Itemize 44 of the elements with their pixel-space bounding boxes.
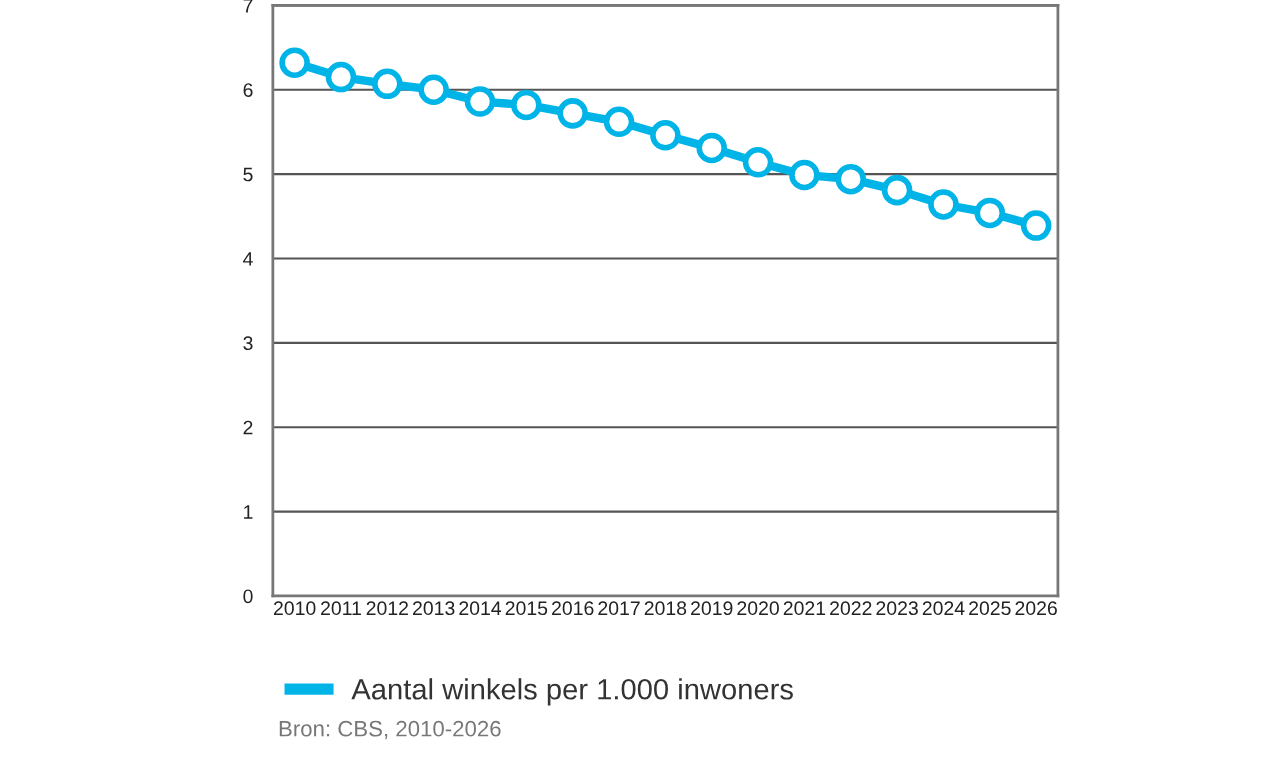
x-tick-label: 2017 bbox=[598, 601, 640, 616]
x-tick-label: 2016 bbox=[552, 601, 594, 616]
point bbox=[603, 106, 635, 138]
point bbox=[974, 197, 1006, 229]
x-tick-label: 2012 bbox=[366, 601, 408, 616]
x-tick-label: 2010 bbox=[273, 601, 316, 616]
x-tick-label: 2025 bbox=[969, 601, 1011, 616]
x-tick-label: 2024 bbox=[922, 601, 965, 616]
x-tick-label: 2018 bbox=[644, 601, 687, 616]
y-tick-label: 5 bbox=[243, 167, 253, 182]
point bbox=[325, 61, 357, 93]
x-tick-label: 2022 bbox=[830, 601, 872, 616]
point bbox=[835, 163, 867, 195]
x-tick-label: 2026 bbox=[1015, 601, 1057, 616]
x-tick-label: 2011 bbox=[321, 601, 361, 616]
point bbox=[881, 174, 913, 206]
y-tick-label: 2 bbox=[243, 420, 253, 435]
x-tick-label: 2019 bbox=[691, 601, 733, 616]
x-tick-label: 2013 bbox=[413, 601, 455, 616]
point bbox=[511, 89, 542, 121]
point bbox=[464, 86, 496, 117]
point bbox=[372, 68, 403, 100]
point bbox=[650, 120, 681, 151]
y-tick-label: 3 bbox=[243, 336, 253, 351]
x-tick-label: 2014 bbox=[459, 601, 502, 616]
point bbox=[742, 147, 774, 178]
x-tick-label: 2021 bbox=[783, 601, 826, 616]
x-tick-label: 2020 bbox=[737, 601, 779, 616]
y-tick-label: 6 bbox=[243, 83, 253, 97]
legend-label: Aantal winkels per 1.000 inwoners bbox=[351, 678, 793, 706]
point bbox=[696, 132, 727, 164]
point bbox=[279, 47, 310, 79]
y-tick-label: 4 bbox=[243, 252, 253, 266]
y-tick-label: 7 bbox=[243, 0, 253, 13]
point bbox=[418, 74, 449, 106]
x-tick-label: 2023 bbox=[876, 601, 918, 616]
text: Bron: CBS, 2010-2026 bbox=[279, 720, 501, 740]
point bbox=[1020, 210, 1052, 241]
point bbox=[789, 159, 820, 191]
point bbox=[557, 98, 588, 129]
x-tick-label: 2015 bbox=[505, 601, 548, 616]
y-tick-label: 1 bbox=[244, 505, 253, 519]
y-tick-label: 0 bbox=[243, 589, 253, 604]
point bbox=[928, 189, 959, 220]
